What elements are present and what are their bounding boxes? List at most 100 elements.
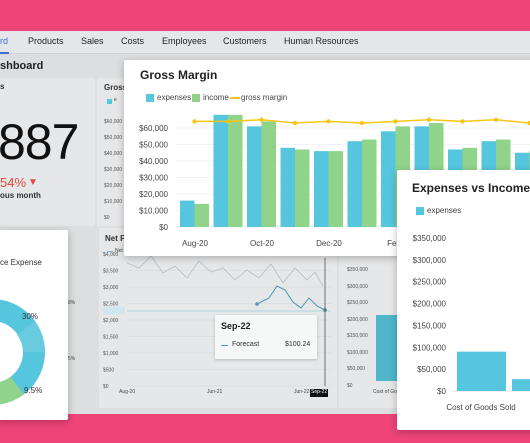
y-tick-label: $0 xyxy=(159,223,168,232)
y-tick-label: $10,000 xyxy=(139,207,168,216)
forecast-point xyxy=(255,302,259,306)
kpi-value: 887 xyxy=(0,114,79,170)
mini-donut-label: 5% xyxy=(68,356,76,362)
tooltip-value: $100.24 xyxy=(285,341,311,348)
y-tick-label: $200,000 xyxy=(347,316,368,323)
y-tick-label: $500 xyxy=(103,368,114,374)
legend-label-income[interactable]: income xyxy=(203,93,229,102)
gross-bg-legend: e xyxy=(114,97,117,103)
bar-income xyxy=(194,203,209,227)
y-tick-label: $150,000 xyxy=(347,333,368,339)
tab-employees[interactable]: Employees xyxy=(162,36,207,46)
point-gross-margin xyxy=(359,120,365,126)
y-tick-label: $30,000 xyxy=(104,167,123,173)
bar-expenses-partial xyxy=(512,379,530,391)
y-tick-label: $350,000 xyxy=(347,267,368,273)
y-tick-label: $0 xyxy=(437,387,446,396)
donut-title: ce Expense xyxy=(0,258,42,267)
netp-legend: Net xyxy=(115,248,123,254)
legend-label-expenses[interactable]: expenses xyxy=(157,93,192,102)
point-gross-margin xyxy=(493,117,499,122)
legend-label-gross-margin[interactable]: gross margin xyxy=(241,93,288,102)
point-gross-margin xyxy=(460,119,465,124)
y-tick-label: $2,000 xyxy=(103,318,119,324)
down-arrow-icon: ▼ xyxy=(28,177,38,188)
x-tick-label: Cost of Goods Sold xyxy=(446,403,515,412)
tooltip-label: Forecast xyxy=(232,341,260,348)
tab-products[interactable]: Products xyxy=(28,36,64,46)
y-tick-label: $250,000 xyxy=(413,278,447,287)
y-tick-label: $0 xyxy=(103,384,109,390)
expenses-income-card: Expenses vs Income expenses $0 $50,000 $10… xyxy=(397,170,530,430)
bar-expenses xyxy=(213,114,228,227)
tooltip-title: Sep-22 xyxy=(221,321,251,331)
y-tick-label: $350,000 xyxy=(413,234,447,243)
y-tick-label: $100,000 xyxy=(413,343,447,352)
history-line xyxy=(126,255,324,287)
tab-sales[interactable]: Sales xyxy=(81,36,104,46)
y-tick-label: $100,000 xyxy=(347,349,368,356)
dashboard-title: shboard xyxy=(0,60,44,72)
forecast-line xyxy=(256,285,326,311)
point-gross-margin xyxy=(225,119,231,124)
y-tick-label: $3,500 xyxy=(103,269,119,275)
y-tick-label: $1,500 xyxy=(103,335,119,341)
tab-dashboard[interactable]: rd xyxy=(0,36,9,46)
gross-margin-title: Gross Margin xyxy=(140,68,218,82)
x-highlight xyxy=(310,389,328,397)
y-tick-label: $50,000 xyxy=(417,365,446,374)
kpi-panel: s 887 54% ▼ ous month xyxy=(0,78,95,226)
legend-label-expenses[interactable]: expenses xyxy=(427,206,462,215)
kpi-sub: ous month xyxy=(0,191,41,200)
bar-expenses xyxy=(180,200,195,227)
netp-x-label: Jun-21 xyxy=(207,389,223,395)
point-gross-margin xyxy=(192,119,197,124)
bar-expenses xyxy=(247,126,262,227)
y-tick-label: $50,000 xyxy=(347,366,366,372)
y-tick-label: $200,000 xyxy=(413,300,447,309)
y-tick-label: $30,000 xyxy=(139,174,168,183)
point-gross-margin xyxy=(527,120,530,126)
y-tick-label: $0 xyxy=(104,215,110,221)
point-gross-margin xyxy=(326,119,331,124)
y-tick-label: $60,000 xyxy=(139,124,168,133)
y-tick-label: $50,000 xyxy=(104,135,123,141)
legend-line xyxy=(107,251,113,252)
right-bg-panel: $350,000 $300,000 $250,000 $200,000 $150,000… xyxy=(339,228,405,408)
bar-expenses xyxy=(347,141,362,227)
bar-expenses xyxy=(457,351,506,391)
forecast-marker-label xyxy=(103,307,125,314)
y-tick-label: $250,000 xyxy=(347,300,368,306)
bar-income xyxy=(228,114,243,227)
tooltip-line-icon xyxy=(221,345,228,346)
donut-chart xyxy=(0,299,45,405)
y-tick-label: $3,000 xyxy=(103,285,119,291)
donut-label: 9.5% xyxy=(24,386,43,395)
bar-expenses xyxy=(381,131,396,227)
x-tick-label: Oct-20 xyxy=(250,239,275,248)
legend-swatch-expenses xyxy=(146,94,154,102)
donut-card: ce Expense 30% 9.5% xyxy=(0,230,68,420)
y-tick-label: $300,000 xyxy=(413,256,447,265)
y-tick-label: $40,000 xyxy=(104,151,123,157)
tab-human-resources[interactable]: Human Resources xyxy=(284,36,359,46)
tab-costs[interactable]: Costs xyxy=(121,36,145,46)
bar-income xyxy=(362,139,377,227)
netp-x-label: Jun-22 xyxy=(294,389,310,395)
bg-bar xyxy=(376,315,398,381)
y-tick-label: $2,500 xyxy=(103,302,119,308)
y-tick-label: $0 xyxy=(347,382,353,389)
active-tab-indicator xyxy=(0,52,9,54)
y-tick-label: $1,000 xyxy=(103,351,119,357)
x-tick-label: Feb xyxy=(387,239,401,248)
point-gross-margin xyxy=(426,117,432,122)
tab-customers[interactable]: Customers xyxy=(223,36,267,46)
netp-x-label: Aug-20 xyxy=(119,389,136,395)
y-tick-label: $60,000 xyxy=(104,119,123,125)
y-tick-label: $20,000 xyxy=(104,183,123,189)
point-gross-margin xyxy=(259,117,264,122)
bar-income xyxy=(295,149,310,227)
netp-title: Net P xyxy=(105,234,126,243)
kpi-change: 54% xyxy=(0,175,27,190)
